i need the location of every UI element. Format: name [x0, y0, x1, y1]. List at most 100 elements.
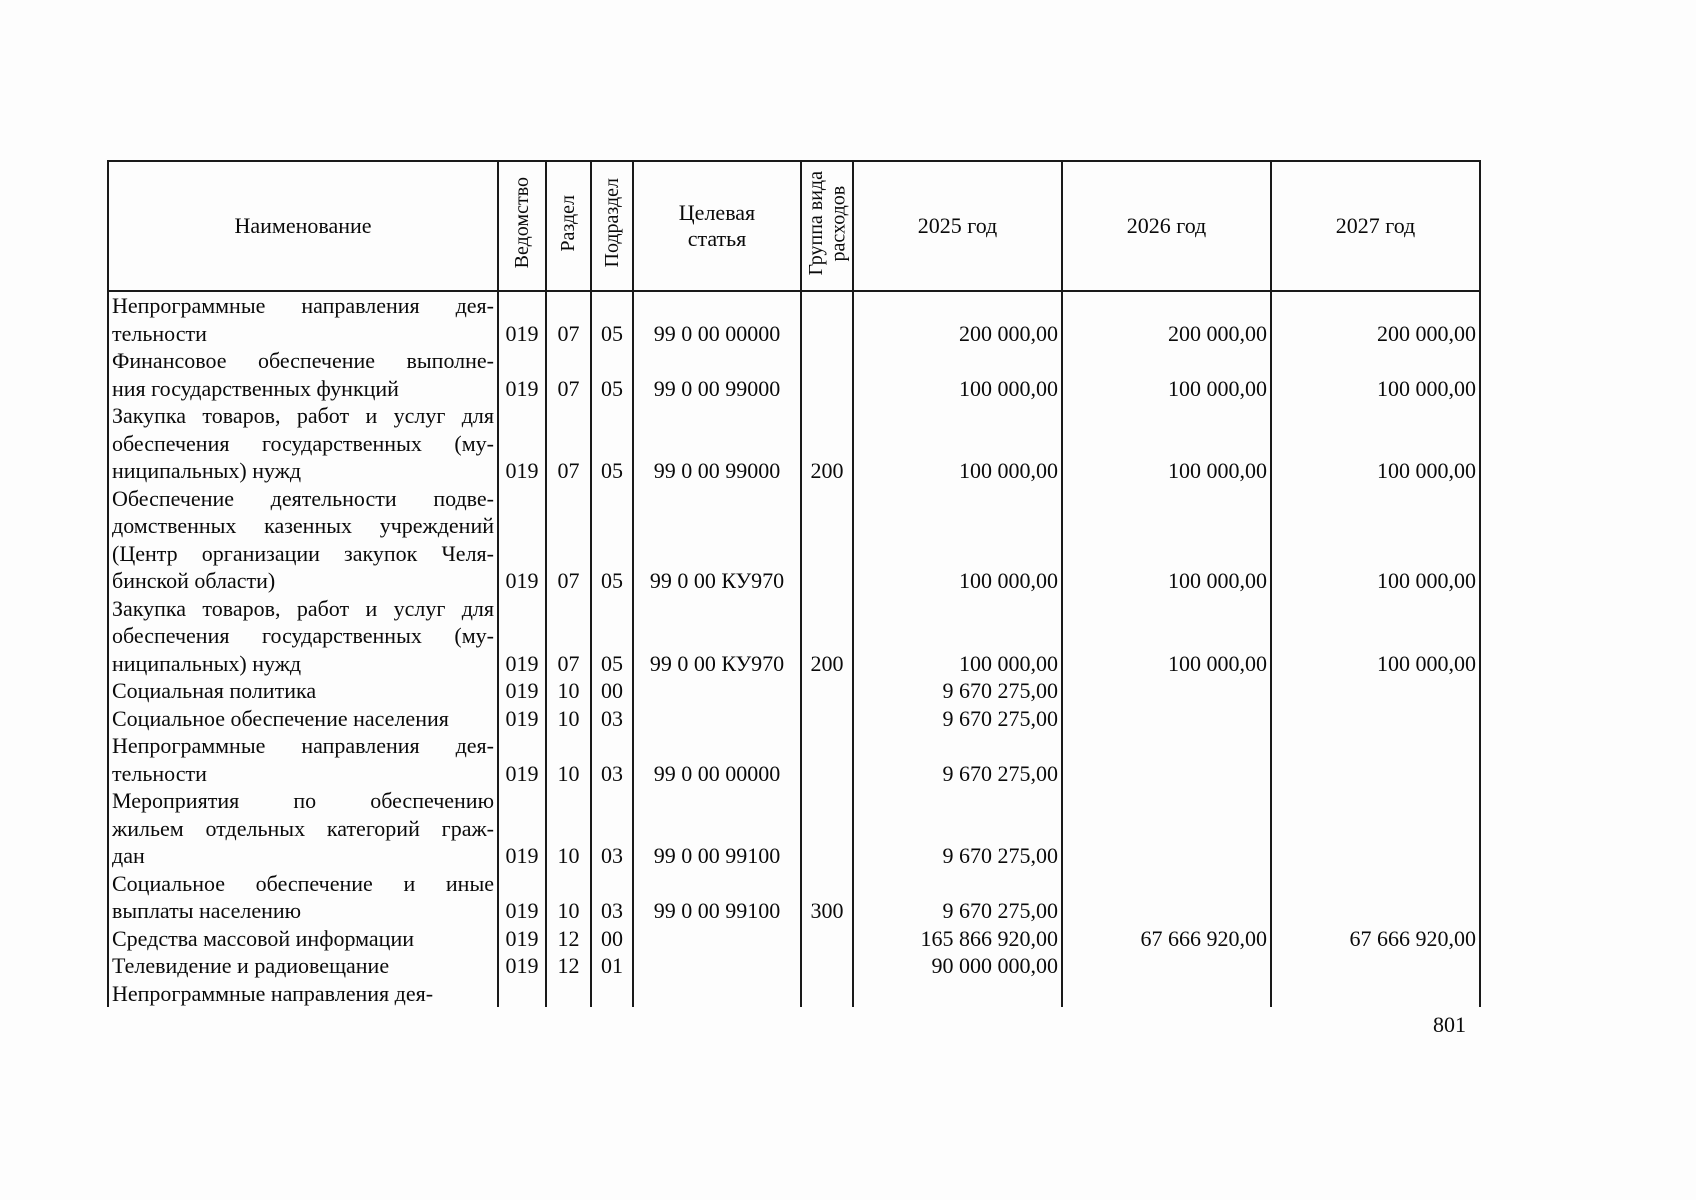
- col-header-razdel: Раздел: [545, 160, 592, 292]
- row-name: Социальное обеспечение и иные выплаты нас…: [107, 869, 499, 925]
- row-name-line: жильем отдельных категорий граж-: [112, 815, 494, 841]
- row-expense-group: [800, 979, 854, 1007]
- row-amount-2025: 90 000 000,00: [852, 952, 1063, 980]
- row-vedomstvo: 019: [497, 347, 547, 402]
- col-header-year-2026: 2026 год: [1061, 160, 1272, 292]
- row-name-line: выплаты населению: [112, 898, 302, 923]
- row-name-line: тельности: [112, 760, 207, 786]
- row-target-article: [632, 952, 802, 980]
- row-name: Обеспечение деятельности подве-домственн…: [107, 484, 499, 595]
- row-amount-2027: [1270, 787, 1481, 870]
- row-target-article: [632, 704, 802, 732]
- row-expense-group: [800, 347, 854, 402]
- row-vedomstvo: 019: [497, 594, 547, 677]
- row-name-line: ниципальных) нужд: [112, 650, 302, 676]
- row-expense-group: [800, 787, 854, 870]
- row-name-line: ния государственных функций: [112, 375, 399, 401]
- row-vedomstvo: 019: [497, 924, 547, 952]
- row-name-line: Социальная политика: [112, 678, 317, 703]
- row-razdel: 10: [545, 787, 592, 870]
- row-podrazdel: 05: [590, 484, 634, 595]
- row-name-line: Непрограммные направления дея-: [112, 733, 494, 758]
- row-vedomstvo: 019: [497, 704, 547, 732]
- row-vedomstvo: 019: [497, 732, 547, 787]
- row-amount-2027: [1270, 732, 1481, 787]
- row-name-line: Средства массовой информации: [112, 925, 414, 951]
- row-amount-2026: 100 000,00: [1061, 484, 1272, 595]
- row-name-line: Телевидение и радиовещание: [112, 953, 390, 978]
- row-expense-group: [800, 484, 854, 595]
- col-header-expense-group-label: Группа вида расходов: [805, 170, 850, 276]
- col-header-expense-group: Группа вида расходов: [800, 160, 854, 292]
- row-amount-2026: [1061, 704, 1272, 732]
- row-vedomstvo: 019: [497, 677, 547, 705]
- row-razdel: 07: [545, 402, 592, 485]
- row-amount-2026: [1061, 869, 1272, 925]
- row-podrazdel: 05: [590, 291, 634, 347]
- table-header-row: Наименование Ведомство Раздел Подраздел …: [107, 160, 1481, 292]
- row-name-line: обеспечения государственных (му-: [112, 430, 494, 456]
- row-name: Непрограммные направления дея-: [107, 979, 499, 1007]
- page-number: 801: [1433, 1012, 1466, 1037]
- row-amount-2025: 9 670 275,00: [852, 732, 1063, 787]
- table-row: Мероприятия по обеспечению жильем отдельн…: [107, 787, 1481, 870]
- row-name-line: дан: [112, 843, 145, 868]
- budget-table-container: Наименование Ведомство Раздел Подраздел …: [107, 160, 1483, 1007]
- row-podrazdel: 05: [590, 347, 634, 402]
- col-header-podrazdel: Подраздел: [590, 160, 634, 292]
- row-amount-2025: 100 000,00: [852, 402, 1063, 485]
- row-amount-2027: 100 000,00: [1270, 484, 1481, 595]
- row-amount-2027: 100 000,00: [1270, 402, 1481, 485]
- col-header-vedomstvo-label: Ведомство: [510, 177, 533, 269]
- row-amount-2026: [1061, 732, 1272, 787]
- row-amount-2027: [1270, 704, 1481, 732]
- row-name-line: тельности: [112, 320, 207, 346]
- row-razdel: 07: [545, 347, 592, 402]
- table-row: Непрограммные направления дея-тельности …: [107, 732, 1481, 787]
- row-name-line: Закупка товаров, работ и услуг для: [112, 595, 494, 621]
- row-name-line: Финансовое обеспечение выполне-: [112, 348, 494, 373]
- row-amount-2026: 200 000,00: [1061, 291, 1272, 347]
- row-expense-group: 200: [800, 594, 854, 677]
- row-amount-2026: 100 000,00: [1061, 594, 1272, 677]
- row-target-article: 99 0 00 99100: [632, 787, 802, 870]
- col-header-vedomstvo: Ведомство: [497, 160, 547, 292]
- row-name: Телевидение и радиовещание: [107, 952, 499, 980]
- row-amount-2025: 9 670 275,00: [852, 677, 1063, 705]
- row-amount-2027: 67 666 920,00: [1270, 924, 1481, 952]
- table-row: Закупка товаров, работ и услуг для обеспе…: [107, 402, 1481, 485]
- row-name: Непрограммные направления дея-тельности: [107, 732, 499, 787]
- row-expense-group: [800, 952, 854, 980]
- row-expense-group: [800, 732, 854, 787]
- row-target-article: 99 0 00 99000: [632, 402, 802, 485]
- col-header-name: Наименование: [107, 160, 499, 292]
- row-amount-2026: [1061, 677, 1272, 705]
- row-target-article: [632, 677, 802, 705]
- row-amount-2025: 200 000,00: [852, 291, 1063, 347]
- row-razdel: 07: [545, 484, 592, 595]
- row-amount-2025: 100 000,00: [852, 594, 1063, 677]
- row-name: Мероприятия по обеспечению жильем отдельн…: [107, 787, 499, 870]
- row-expense-group: 300: [800, 869, 854, 925]
- table-row: Средства массовой информации 019 12 00 1…: [107, 924, 1481, 952]
- row-razdel: 12: [545, 952, 592, 980]
- row-expense-group: 200: [800, 402, 854, 485]
- col-header-year-2025: 2025 год: [852, 160, 1063, 292]
- row-amount-2026: 100 000,00: [1061, 402, 1272, 485]
- row-target-article: 99 0 00 99000: [632, 347, 802, 402]
- row-podrazdel: 05: [590, 594, 634, 677]
- row-name-line: Непрограммные направления дея-: [112, 293, 494, 318]
- row-name: Непрограммные направления дея-тельности: [107, 291, 499, 347]
- col-header-target-article: Целевая статья: [632, 160, 802, 292]
- row-vedomstvo: 019: [497, 952, 547, 980]
- row-amount-2027: 100 000,00: [1270, 594, 1481, 677]
- budget-table: Наименование Ведомство Раздел Подраздел …: [107, 160, 1481, 1007]
- row-amount-2027: 100 000,00: [1270, 347, 1481, 402]
- row-amount-2026: [1061, 979, 1272, 1007]
- row-name-line: Социальное обеспечение и иные: [112, 870, 494, 896]
- row-amount-2025: 9 670 275,00: [852, 704, 1063, 732]
- row-amount-2027: [1270, 869, 1481, 925]
- row-name-line: Мероприятия по обеспечению: [112, 788, 494, 813]
- row-podrazdel: 03: [590, 732, 634, 787]
